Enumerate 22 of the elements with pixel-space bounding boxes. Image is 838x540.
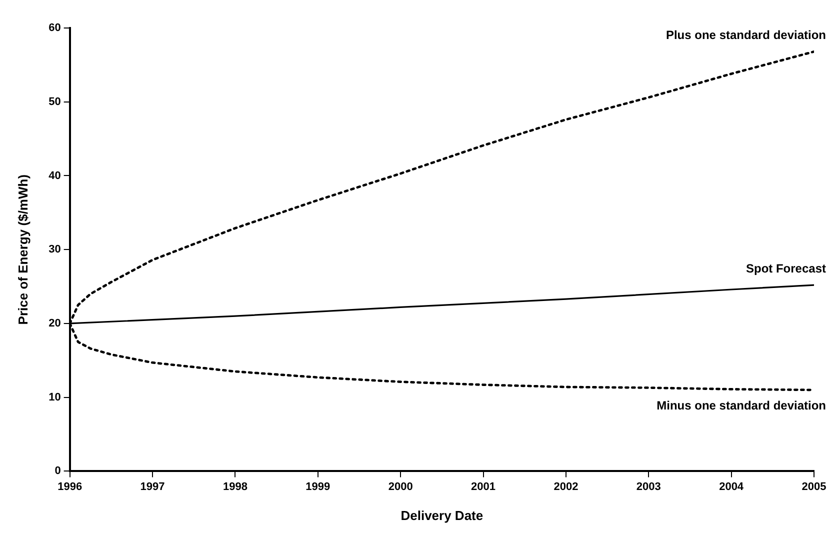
y-tick-label: 50	[48, 96, 61, 108]
x-tick-label: 1998	[222, 480, 248, 493]
x-tick-label: 2005	[802, 480, 826, 493]
series-label: Spot Forecast	[746, 261, 826, 276]
x-tick-label: 2004	[719, 480, 744, 493]
x-tick-label: 1999	[306, 480, 330, 493]
x-tick-label: 1996	[58, 480, 82, 493]
y-tick-label: 60	[48, 22, 61, 34]
y-tick-label: 0	[54, 465, 61, 478]
x-tick-label: 2001	[471, 480, 496, 493]
x-tick-label: 1997	[140, 480, 165, 493]
y-tick-label: 10	[48, 391, 61, 404]
y-tick-label: 20	[48, 318, 61, 330]
series-label: Minus one standard deviation	[656, 398, 826, 412]
y-axis-title: Price of Energy ($/mWh)	[15, 174, 30, 325]
x-axis-title: Delivery Date	[400, 508, 484, 523]
y-tick-label: 30	[48, 244, 61, 256]
x-tick-label: 2002	[554, 480, 578, 493]
x-tick-label: 2003	[636, 480, 661, 493]
y-tick-label: 40	[48, 170, 61, 182]
series-label: Plus one standard deviation	[666, 28, 826, 42]
x-tick-label: 2000	[388, 480, 413, 493]
